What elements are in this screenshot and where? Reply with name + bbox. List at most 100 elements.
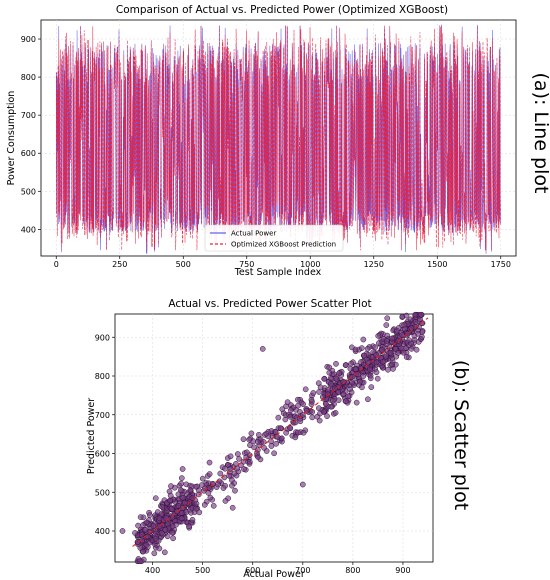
scatter-point: [170, 535, 176, 542]
scatter-point: [273, 440, 279, 447]
scatter-point: [287, 414, 294, 420]
scatter-point: [215, 481, 221, 488]
scatter-point: [232, 487, 238, 494]
scatter-point: [196, 509, 203, 516]
line-chart-side-label: (a): Line plot: [530, 73, 550, 194]
scatter-point: [412, 319, 419, 325]
scatter-point: [132, 530, 138, 536]
scatter-chart-x-tick-label: 600: [245, 566, 260, 575]
scatter-point: [361, 352, 368, 359]
scatter-point: [365, 396, 371, 403]
scatter-point: [365, 359, 371, 366]
scatter-point: [315, 405, 322, 412]
scatter-chart-y-tick-label: 500: [95, 488, 110, 497]
scatter-point: [240, 436, 247, 443]
scatter-point: [309, 409, 316, 415]
scatter-point: [400, 349, 407, 356]
scatter-point: [373, 359, 380, 366]
scatter-point: [328, 380, 334, 387]
scatter-point: [274, 434, 281, 440]
scatter-point: [384, 315, 391, 322]
line-chart-y-tick-label: 900: [21, 35, 36, 44]
scatter-point: [352, 346, 359, 353]
scatter-point: [418, 311, 425, 318]
scatter-chart-y-label: Predicted Power: [86, 398, 97, 474]
scatter-point: [178, 487, 184, 493]
line-chart-x-tick-label: 1000: [300, 260, 320, 269]
scatter-point: [299, 481, 306, 488]
scatter-point: [321, 408, 327, 415]
scatter-chart-y-ticks: 400 500 600 700 800 900: [95, 333, 115, 536]
scatter-point: [302, 386, 309, 393]
scatter-point: [359, 384, 365, 391]
scatter-chart-y-tick-label: 700: [95, 411, 110, 420]
scatter-point: [336, 370, 343, 377]
scatter-point: [300, 429, 307, 436]
scatter-point: [374, 375, 381, 382]
scatter-point: [382, 353, 389, 360]
scatter-chart-y-tick-label: 800: [95, 372, 110, 381]
line-chart-x-tick-label: 0: [54, 260, 59, 269]
scatter-point: [348, 389, 355, 396]
scatter-point: [156, 515, 163, 522]
scatter-chart-y-tick-label: 600: [95, 450, 110, 459]
scatter-point: [357, 378, 363, 385]
scatter-point: [259, 346, 266, 352]
scatter-point: [300, 401, 306, 407]
line-chart: Comparison of Actual vs. Predicted Power…: [6, 4, 550, 278]
scatter-point: [272, 429, 279, 435]
scatter-point: [192, 483, 199, 490]
scatter-point: [333, 360, 339, 367]
scatter-chart-x-tick-label: 800: [345, 566, 360, 575]
scatter-chart-x-ticks: 400 500 600 700 800 900: [145, 562, 411, 575]
scatter-chart-x-tick-label: 900: [395, 566, 410, 575]
scatter-point: [367, 366, 373, 373]
scatter-point: [137, 514, 144, 520]
scatter-point: [411, 332, 418, 339]
scatter-chart-y-tick-label: 400: [95, 527, 110, 536]
scatter-point: [193, 505, 199, 512]
scatter-point: [189, 516, 196, 523]
scatter-point: [246, 436, 253, 443]
scatter-chart-x-tick-label: 700: [295, 566, 310, 575]
scatter-point: [254, 450, 260, 457]
scatter-point: [206, 471, 213, 477]
scatter-point: [248, 430, 255, 437]
scatter-point: [364, 345, 371, 352]
scatter-chart-reference-line: [132, 317, 429, 547]
scatter-point: [394, 327, 400, 334]
scatter-point: [375, 333, 382, 339]
scatter-point: [169, 529, 176, 536]
scatter-point: [186, 523, 192, 530]
scatter-point: [175, 491, 182, 498]
scatter-point: [349, 373, 356, 380]
scatter-point: [236, 455, 242, 462]
scatter-point: [210, 502, 217, 509]
scatter-point: [167, 497, 173, 504]
line-chart-x-tick-label: 1250: [364, 260, 384, 269]
scatter-point: [330, 397, 336, 404]
scatter-point: [241, 466, 247, 472]
line-chart-y-tick-label: 700: [21, 111, 36, 120]
line-chart-y-tick-label: 400: [21, 225, 36, 234]
line-chart-y-label: Power Consumption: [6, 91, 17, 186]
scatter-point: [284, 399, 291, 406]
scatter-point: [143, 541, 150, 548]
line-chart-x-tick-label: 750: [239, 260, 254, 269]
scatter-point: [143, 519, 150, 526]
scatter-point: [287, 425, 294, 432]
scatter-chart-points: [119, 311, 426, 565]
legend-label-predicted: Optimized XGBoost Prediction: [231, 241, 336, 249]
scatter-point: [226, 472, 233, 479]
scatter-point: [142, 526, 149, 533]
scatter-point: [388, 361, 395, 368]
scatter-point: [159, 504, 166, 510]
scatter-point: [195, 491, 202, 498]
scatter-point: [234, 451, 241, 457]
scatter-point: [324, 391, 331, 398]
scatter-point: [383, 322, 390, 328]
scatter-point: [279, 406, 286, 413]
scatter-point: [268, 443, 275, 449]
scatter-point: [332, 385, 338, 392]
scatter-chart-y-tick-label: 900: [95, 333, 110, 342]
